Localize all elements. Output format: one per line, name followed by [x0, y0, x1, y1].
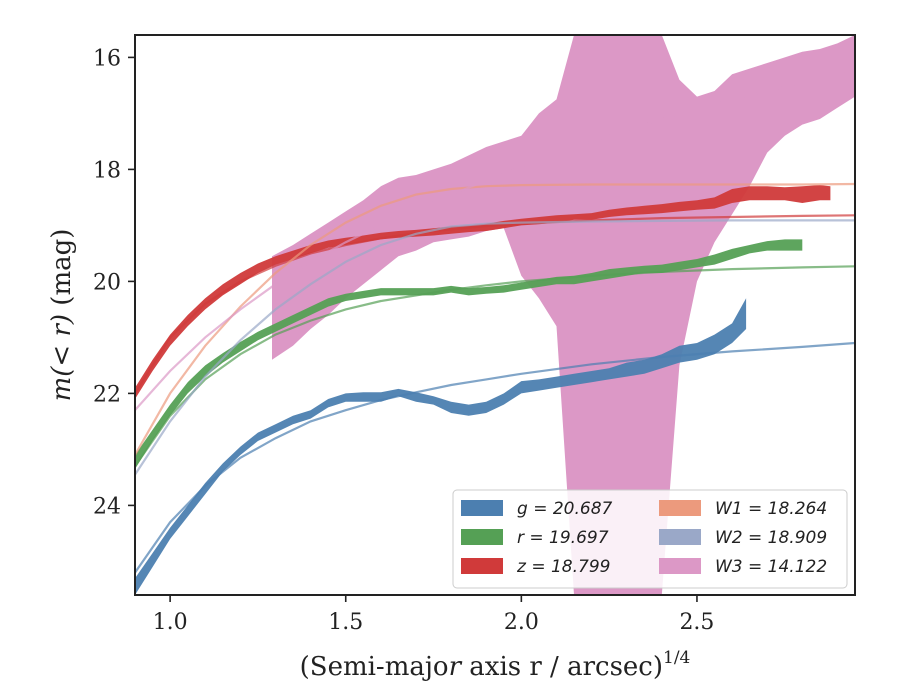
legend-swatch-r [461, 529, 503, 545]
fit-line-g [135, 341, 855, 574]
x-tick-label: 1.0 [153, 610, 188, 635]
legend-swatch-z [461, 558, 503, 574]
band-w3 [272, 35, 855, 595]
legend-box [452, 489, 848, 589]
y-tick-label: 22 [93, 382, 121, 407]
legend-label-w2: W2 = 18.909 [715, 528, 827, 548]
legend-label-w3: W3 = 14.122 [715, 557, 827, 577]
legend-label-r: r = 19.697 [517, 528, 609, 548]
y-axis: 16 18 20 22 24 [93, 46, 135, 519]
legend-label-w1: W1 = 18.264 [715, 499, 827, 519]
legend-swatch-w2 [659, 529, 701, 545]
x-label-exponent: 1/4 [663, 648, 690, 668]
x-label-text: (Semi-majo [300, 652, 449, 682]
fit-line-w3 [135, 70, 855, 411]
band-z [135, 185, 831, 399]
y-tick-label: 16 [93, 46, 121, 71]
y-axis-label: m(< r) (mag) [47, 229, 77, 402]
legend-swatch-w3 [659, 558, 701, 574]
x-axis: 1.0 1.5 2.0 2.5 [153, 595, 714, 635]
x-tick-label: 1.5 [328, 610, 363, 635]
legend-swatch-g [461, 500, 503, 516]
y-tick-label: 24 [93, 494, 121, 519]
x-axis-label: (Semi-major axis r / arcsec)1/4 [300, 648, 691, 682]
x-tick-label: 2.5 [679, 610, 714, 635]
legend-label-g: g = 20.687 [517, 499, 613, 519]
y-tick-label: 20 [93, 270, 121, 295]
fit-line-w2 [135, 219, 855, 476]
legend: g = 20.687 r = 19.697 z = 18.799 W1 = 18.26… [452, 489, 848, 589]
legend-label-z: z = 18.799 [516, 557, 610, 577]
fit-line-r [135, 265, 855, 467]
plot-frame [134, 34, 856, 596]
legend-swatch-w1 [659, 500, 701, 516]
y-label-text: m(< r) [47, 314, 77, 401]
y-tick-label: 18 [93, 158, 121, 183]
model-fit-lines [135, 70, 855, 574]
band-g [135, 298, 747, 595]
x-label-var: r [449, 652, 463, 682]
x-tick-label: 2.0 [504, 610, 539, 635]
y-label-unit: (mag) [47, 229, 77, 314]
confidence-bands [135, 35, 855, 595]
x-label-text-end: axis r / arcsec) [461, 652, 663, 682]
